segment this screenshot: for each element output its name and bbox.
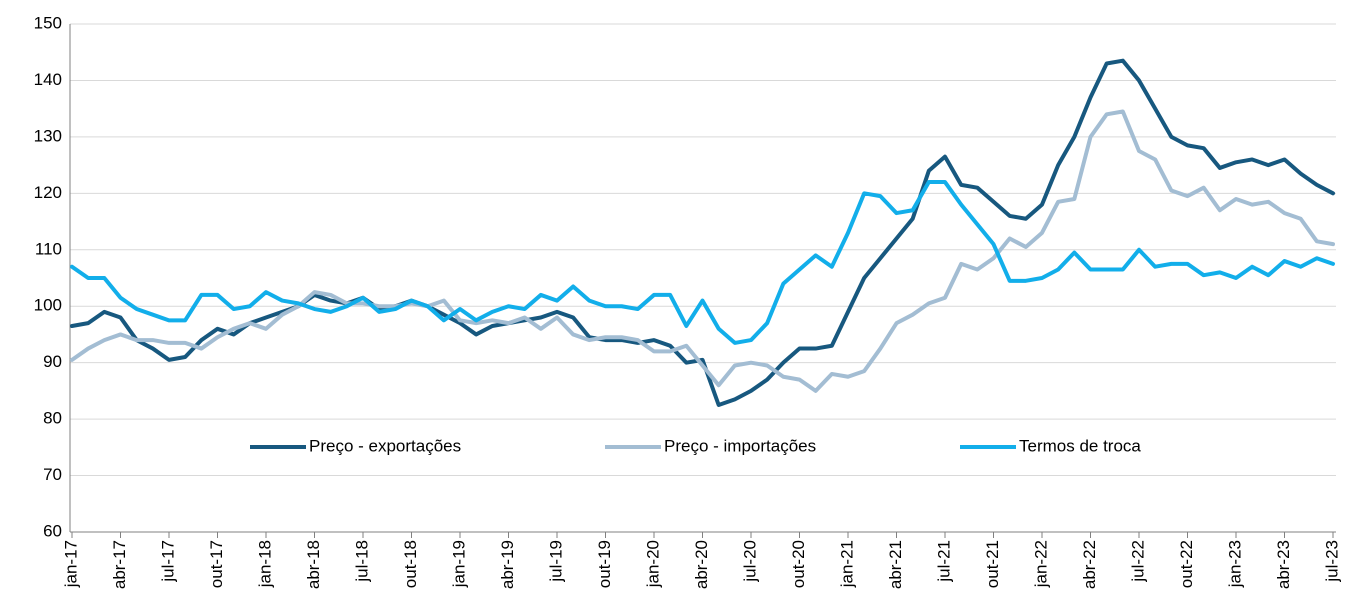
legend-label: Preço - exportações [309, 436, 461, 455]
y-tick-label: 110 [35, 239, 62, 258]
x-tick-label: abr-17 [110, 540, 129, 589]
y-tick-label: 90 [43, 352, 62, 371]
x-tick-label: jul-17 [158, 540, 177, 583]
y-tick-label: 130 [34, 126, 62, 145]
y-tick-label: 80 [43, 409, 62, 428]
x-tick-label: out-17 [207, 540, 226, 588]
x-tick-label: abr-18 [304, 540, 323, 589]
x-tick-label: jan-19 [449, 540, 468, 588]
x-tick-label: jan-22 [1031, 540, 1050, 588]
x-tick-label: jan-18 [255, 540, 274, 588]
x-tick-label: out-20 [789, 540, 808, 588]
x-tick-label: jan-17 [61, 540, 80, 588]
x-tick-label: out-21 [983, 540, 1002, 588]
line-series [70, 180, 1335, 345]
y-tick-label: 70 [43, 465, 62, 484]
x-tick-label: out-19 [595, 540, 614, 588]
x-tick-label: jan-21 [837, 540, 856, 588]
x-tick-label: out-22 [1177, 540, 1196, 588]
y-tick-label: 120 [34, 183, 62, 202]
legend-label: Preço - importações [664, 436, 816, 455]
x-tick-label: jul-21 [934, 540, 953, 583]
x-tick-label: jul-19 [546, 540, 565, 583]
y-tick-label: 100 [34, 296, 62, 315]
x-tick-label: jul-20 [740, 540, 759, 583]
y-tick-label: 140 [34, 70, 62, 89]
x-tick-label: abr-20 [692, 540, 711, 589]
x-tick-label: abr-21 [886, 540, 905, 589]
x-tick-label: jan-20 [643, 540, 662, 588]
x-tick-label: abr-19 [498, 540, 517, 589]
line-series [70, 58, 1335, 407]
x-tick-label: jul-22 [1128, 540, 1147, 583]
legend-label: Termos de troca [1019, 436, 1141, 455]
line-series [70, 109, 1335, 393]
x-tick-label: jul-18 [352, 540, 371, 583]
x-tick-label: abr-22 [1080, 540, 1099, 589]
x-tick-label: jul-23 [1322, 540, 1341, 583]
y-tick-label: 60 [43, 521, 62, 540]
x-tick-label: out-18 [401, 540, 420, 588]
x-tick-label: jan-23 [1225, 540, 1244, 588]
y-tick-label: 150 [34, 13, 62, 32]
x-tick-label: abr-23 [1274, 540, 1293, 589]
